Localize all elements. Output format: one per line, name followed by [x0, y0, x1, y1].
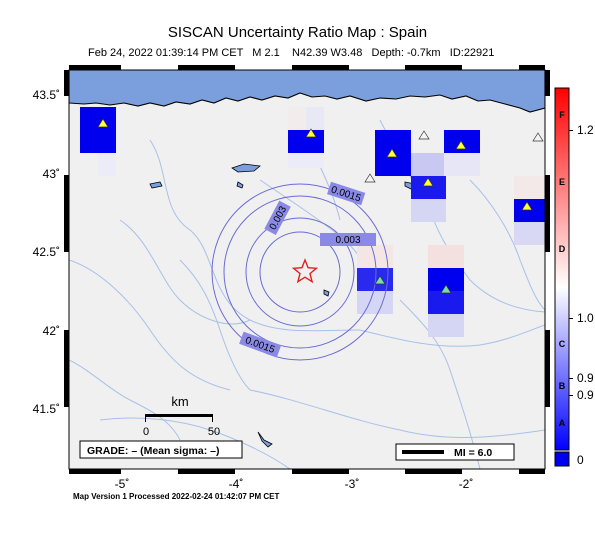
- station-triangle-icon: [305, 128, 317, 138]
- scale-title: km: [171, 394, 188, 409]
- station-triangle-icon: [532, 132, 544, 142]
- colorbar-value: 1.2: [577, 123, 594, 137]
- colorbar-letter: B: [559, 381, 566, 391]
- station-triangle-icon: [521, 201, 533, 211]
- station-boxes: [80, 107, 545, 337]
- lat-labels: 43.5˚ 43˚ 42.5˚ 42˚ 41.5˚: [33, 88, 60, 416]
- map-title: SISCAN Uncertainty Ratio Map : Spain: [167, 24, 428, 41]
- colorbar-letter: F: [559, 110, 565, 120]
- mi-legend: MI = 6.0: [395, 443, 515, 461]
- station-triangle-icon: [364, 173, 376, 183]
- lon-label: -5˚: [115, 477, 130, 491]
- epicenter-star-icon: [291, 258, 319, 284]
- lon-label: -4˚: [229, 477, 244, 491]
- station-triangle-icon: [455, 140, 467, 150]
- svg-text:MI = 6.0: MI = 6.0: [454, 447, 492, 459]
- station-triangle-icon: [418, 130, 430, 140]
- lat-label: 41.5˚: [33, 402, 60, 416]
- sea: [69, 70, 545, 113]
- colorbar-bottom-value: 0: [577, 453, 584, 467]
- colorbar-value: 0.9: [577, 388, 594, 402]
- lon-label: -2˚: [459, 477, 474, 491]
- event-info: Feb 24, 2022 01:39:14 PM CET M 2.1 N42.3…: [88, 47, 495, 59]
- stations: [97, 118, 544, 294]
- lon-labels: -5˚ -4˚ -3˚ -2˚: [115, 477, 474, 491]
- colorbar-value: 0.9: [577, 371, 594, 385]
- station-triangle-icon: [440, 284, 452, 294]
- grade-box: GRADE: – (Mean sigma: –): [79, 440, 243, 459]
- colorbar: F E D C B A 1.2 1.0 0.9 0.9 0: [554, 87, 594, 467]
- lon-label: -3˚: [345, 477, 360, 491]
- station-triangle-icon: [374, 275, 386, 285]
- frame-ticks: [64, 65, 550, 474]
- scale-start: 0: [143, 426, 149, 438]
- station-triangle-icon: [97, 118, 109, 128]
- lat-label: 42.5˚: [33, 245, 60, 259]
- station-triangle-icon: [422, 177, 434, 187]
- scale-bar: km 0 50: [143, 394, 220, 438]
- svg-text:GRADE: – (Mean sigma: –): GRADE: – (Mean sigma: –): [87, 445, 219, 457]
- lat-label: 43.5˚: [33, 88, 60, 102]
- colorbar-letter: D: [559, 244, 566, 254]
- processing-footer: Map Version 1 Processed 2022-02-24 01:42…: [73, 492, 280, 501]
- uncertainty-contours: [211, 183, 389, 361]
- colorbar-letter: C: [559, 339, 566, 349]
- colorbar-letter: E: [559, 177, 565, 187]
- contour-label-3: 0.003: [320, 233, 376, 246]
- svg-text:0.003: 0.003: [335, 235, 360, 246]
- scale-end: 50: [208, 426, 220, 438]
- lat-label: 42˚: [43, 324, 60, 338]
- colorbar-letter: A: [559, 418, 566, 428]
- colorbar-value: 1.0: [577, 311, 594, 325]
- map-area: 0.0015 0.003 0.003 0.0015: [69, 70, 545, 469]
- lat-label: 43˚: [43, 167, 60, 181]
- station-triangle-icon: [386, 148, 398, 158]
